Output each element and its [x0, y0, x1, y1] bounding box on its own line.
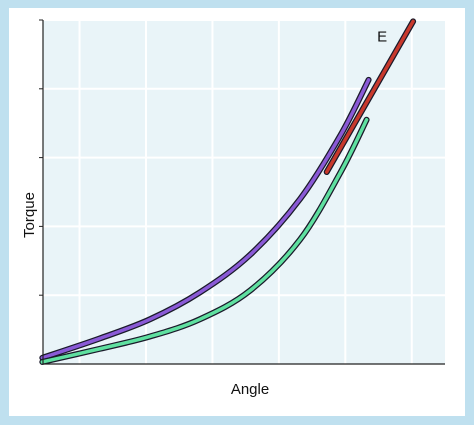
annotation: E	[377, 28, 387, 45]
data-line	[40, 78, 371, 360]
x-axis-label: Angle	[231, 381, 269, 398]
y-axis-label: Torque	[21, 192, 38, 238]
lines	[39, 18, 417, 365]
data-line	[40, 118, 369, 364]
data-line	[324, 19, 415, 174]
